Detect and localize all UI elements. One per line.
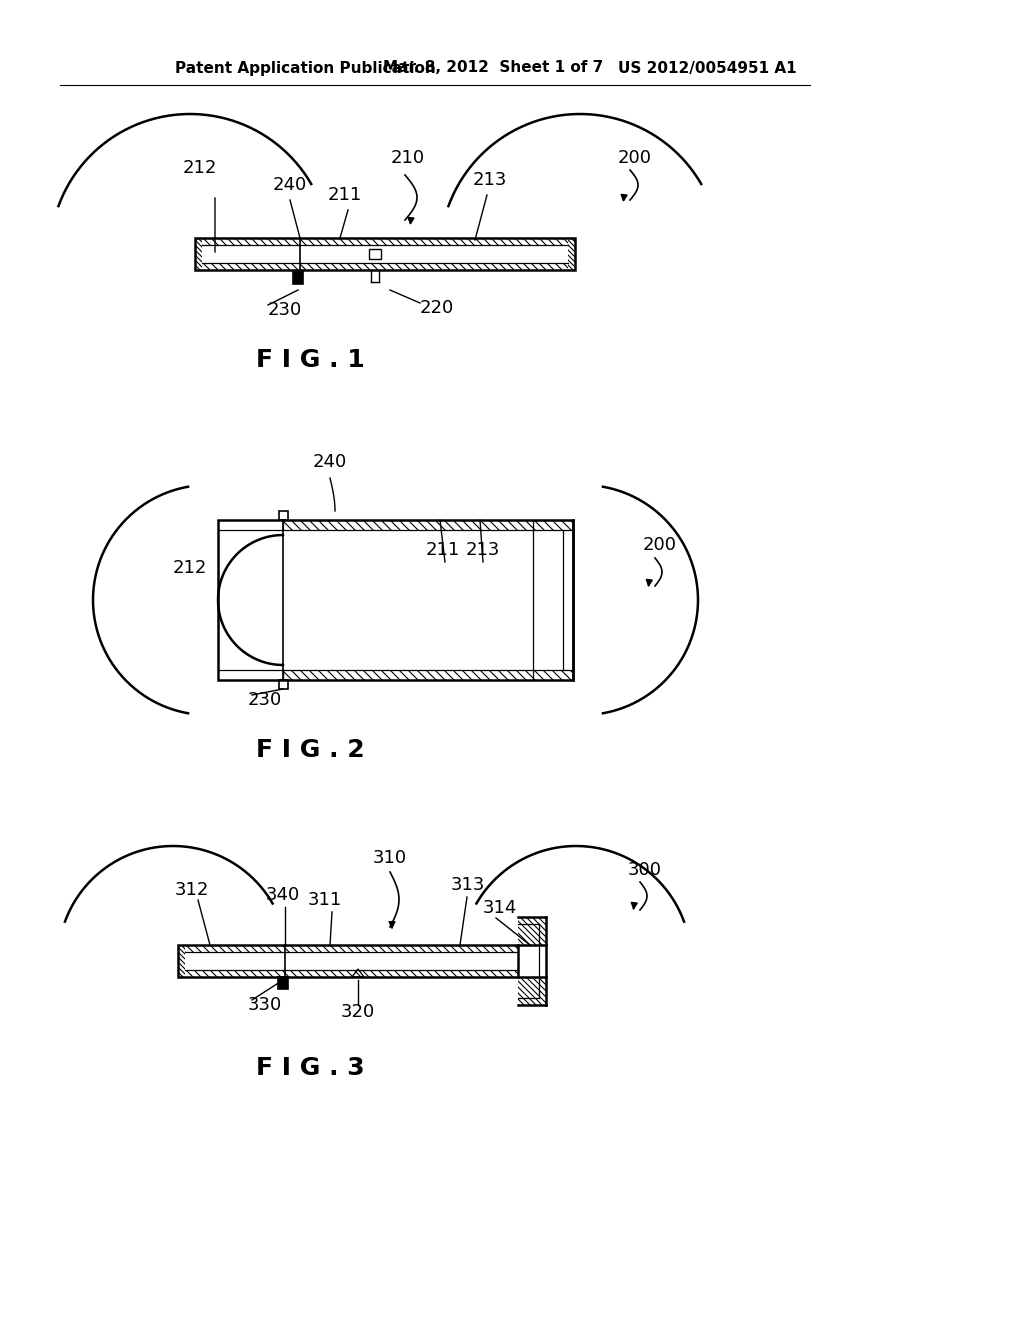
Text: 313: 313: [451, 876, 485, 894]
Text: 213: 213: [473, 172, 507, 189]
Bar: [293, 272, 303, 284]
Text: F I G . 3: F I G . 3: [256, 1056, 365, 1080]
Bar: [218, 520, 573, 680]
Text: 211: 211: [328, 186, 362, 205]
Text: 212: 212: [173, 558, 207, 577]
Text: 213: 213: [466, 541, 500, 558]
Text: 200: 200: [618, 149, 652, 168]
Text: 300: 300: [628, 861, 662, 879]
Text: 340: 340: [266, 886, 300, 904]
Text: 330: 330: [248, 997, 283, 1014]
Text: 240: 240: [313, 453, 347, 471]
Text: 220: 220: [420, 300, 455, 317]
Bar: [278, 977, 288, 989]
Text: 200: 200: [643, 536, 677, 554]
Text: 310: 310: [373, 849, 408, 867]
Text: 210: 210: [391, 149, 425, 168]
Text: 311: 311: [308, 891, 342, 909]
Text: Mar. 8, 2012  Sheet 1 of 7: Mar. 8, 2012 Sheet 1 of 7: [383, 61, 603, 75]
Text: 320: 320: [341, 1003, 375, 1020]
Text: US 2012/0054951 A1: US 2012/0054951 A1: [618, 61, 797, 75]
Text: 240: 240: [272, 176, 307, 194]
Bar: [178, 945, 518, 977]
Text: 212: 212: [183, 158, 217, 177]
Text: 314: 314: [482, 899, 517, 917]
Text: 211: 211: [426, 541, 460, 558]
Bar: [369, 249, 381, 259]
Bar: [279, 680, 288, 689]
Text: 312: 312: [175, 880, 209, 899]
Text: Patent Application Publication: Patent Application Publication: [175, 61, 436, 75]
Bar: [195, 238, 575, 271]
Text: F I G . 2: F I G . 2: [256, 738, 365, 762]
Text: 230: 230: [248, 690, 283, 709]
Bar: [279, 511, 288, 520]
Text: F I G . 1: F I G . 1: [256, 348, 365, 372]
Text: 230: 230: [268, 301, 302, 319]
